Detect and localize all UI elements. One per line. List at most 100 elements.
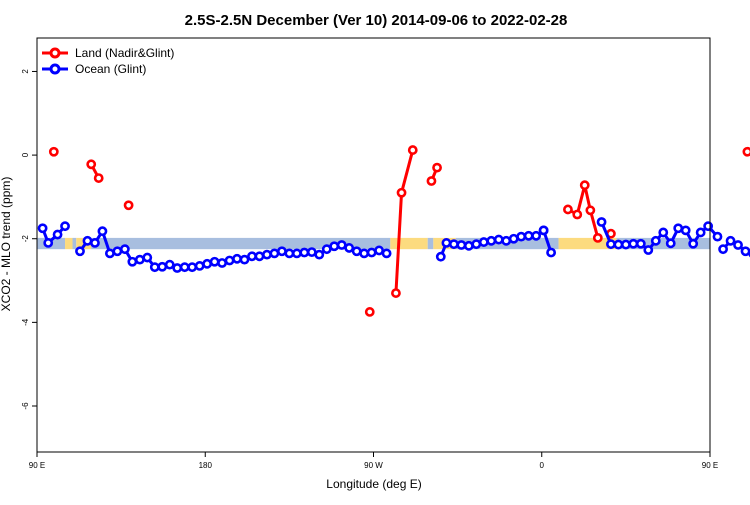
series-1-point <box>620 239 631 250</box>
series-1-point <box>142 252 153 263</box>
legend-box <box>40 42 188 78</box>
series-0-point <box>86 159 97 170</box>
series-1-point <box>209 256 220 267</box>
series-1-point <box>381 248 392 259</box>
series-0 <box>48 145 750 317</box>
legend: Land (Nadir&Glint) Ocean (Glint) <box>40 42 188 78</box>
series-1-point <box>82 235 93 246</box>
series-0-point <box>579 180 590 191</box>
band-segment-2 <box>72 237 77 250</box>
series-0-point <box>572 209 583 220</box>
series-1-point <box>531 230 542 241</box>
series-1-point <box>733 240 743 250</box>
series-1-point <box>217 258 227 268</box>
series-0-point <box>432 162 442 173</box>
series-1-point <box>52 229 63 240</box>
axes: 90 E 180 90 W 0 90 E 2 0 -2 -4 -6 <box>21 37 718 470</box>
band-segment-6 <box>427 237 434 250</box>
series-0-point <box>592 232 603 243</box>
y-tick-label: 2 <box>21 69 30 74</box>
series-1-point <box>157 261 168 272</box>
band-segment-5 <box>390 237 428 250</box>
series-0-point <box>123 200 134 211</box>
series-0-point <box>585 205 596 216</box>
series-1-point <box>127 256 138 267</box>
series-1-point <box>635 238 646 249</box>
series-1-point <box>740 246 750 257</box>
x-axis-label: Longitude (deg E) <box>326 477 421 491</box>
series-1-point <box>718 244 728 255</box>
band-segment-4 <box>91 237 391 250</box>
series-1-point <box>202 258 213 269</box>
series-1-point <box>269 248 280 259</box>
band-segment-10 <box>616 237 710 250</box>
series-1-point <box>688 238 699 249</box>
series-1-point <box>665 238 676 249</box>
series-1-point <box>463 240 474 251</box>
series-1-point <box>232 253 242 264</box>
series-1-point <box>254 251 265 262</box>
series-0-point <box>563 204 573 215</box>
series-1-point <box>478 237 489 247</box>
series-1-point <box>119 244 130 255</box>
legend-label-ocean: Ocean (Glint) <box>75 62 146 76</box>
chart-title: 2.5S-2.5N December (Ver 10) 2014-09-06 t… <box>185 12 568 29</box>
series-1-point <box>359 248 370 259</box>
series-1-point <box>344 243 355 253</box>
series-1-point <box>179 262 190 273</box>
y-tick-label: -6 <box>21 402 30 410</box>
series-1-point <box>613 239 624 250</box>
series-1-point <box>336 240 347 250</box>
series-1-point <box>441 238 452 248</box>
series-1-point <box>606 239 616 250</box>
series-1-point <box>291 248 302 259</box>
legend-label-land: Land (Nadir&Glint) <box>75 46 174 60</box>
series-1-point <box>725 235 736 246</box>
series-1-point <box>673 223 684 234</box>
series-1-point <box>486 235 497 246</box>
series-0-point <box>364 307 375 317</box>
series-0-point <box>426 176 437 186</box>
series-1-point <box>321 244 332 255</box>
series-1-point <box>90 238 100 248</box>
series-1-point <box>314 249 325 260</box>
series-1-point <box>284 248 295 259</box>
series-1-point <box>596 217 607 227</box>
series-0-point <box>742 146 750 157</box>
legend-entry-land: Land (Nadir&Glint) <box>42 46 174 60</box>
series-1-point <box>299 247 310 258</box>
series-1-point <box>643 245 654 255</box>
series-1-point <box>105 248 115 259</box>
series-1-point <box>435 251 446 262</box>
x-tick-label: 90 E <box>702 461 718 470</box>
series-1-point <box>628 238 639 249</box>
series-0-point <box>407 145 418 155</box>
y-tick-label: -4 <box>21 318 30 326</box>
legend-marker-ocean <box>49 63 61 75</box>
series-1-point <box>456 240 467 250</box>
series-layer <box>37 145 750 317</box>
band-segment-1 <box>65 237 73 250</box>
y-tick-label: 0 <box>21 152 30 157</box>
series-0-point <box>48 146 59 157</box>
series-1-point <box>703 221 714 232</box>
series-1-point <box>695 227 706 238</box>
series-1-point <box>501 235 512 246</box>
x-tick-label: 90 W <box>364 461 383 470</box>
band-segment-9 <box>558 237 617 250</box>
series-1-point <box>37 223 48 234</box>
series-0-point <box>93 173 104 183</box>
series-1-point <box>516 231 527 242</box>
legend-marker-land <box>49 47 61 59</box>
series-1-point <box>546 247 556 258</box>
series-1-point <box>366 247 377 258</box>
y-axis-label: XCO2 - MLO trend (ppm) <box>0 177 13 312</box>
series-1-point <box>658 227 669 238</box>
series-1-point <box>680 225 691 236</box>
series-1-point <box>508 233 519 244</box>
series-1-point <box>194 261 205 271</box>
series-1-point <box>43 238 54 248</box>
series-1-point <box>712 231 723 242</box>
series-1-point <box>247 251 257 262</box>
